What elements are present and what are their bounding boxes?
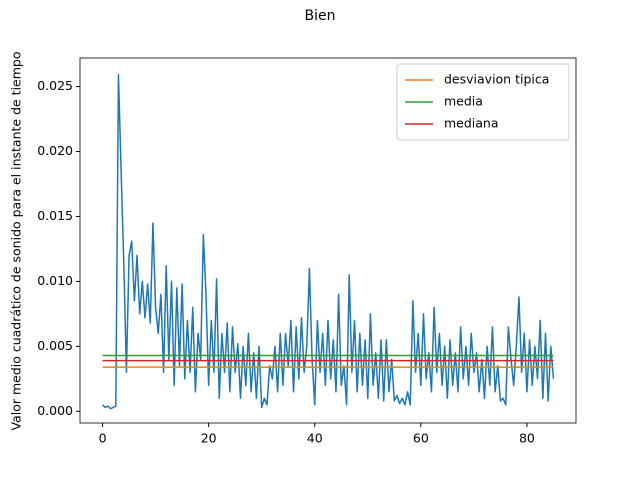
data-line <box>102 74 555 410</box>
legend-label: desviavion tipica <box>444 72 549 87</box>
x-tick-label: 60 <box>413 431 429 446</box>
legend-box <box>396 63 570 141</box>
chart-title: Bien <box>305 8 336 24</box>
x-tick-label: 20 <box>201 431 217 446</box>
plot-frame <box>79 57 577 424</box>
y-tick-label: 0.005 <box>37 338 73 353</box>
y-tick-label: 0.010 <box>37 273 73 288</box>
legend-label: mediana <box>444 116 499 131</box>
y-tick-label: 0.025 <box>37 78 73 93</box>
legend-label: media <box>444 94 483 109</box>
y-tick-label: 0.015 <box>37 208 73 223</box>
y-tick-label: 0.020 <box>37 143 73 158</box>
x-tick-label: 80 <box>519 431 535 446</box>
x-tick-label: 0 <box>99 431 107 446</box>
y-axis-label: Valor medio cuadrático de sonido para el… <box>9 51 24 430</box>
x-tick-label: 40 <box>307 431 323 446</box>
y-tick-label: 0.000 <box>37 403 73 418</box>
